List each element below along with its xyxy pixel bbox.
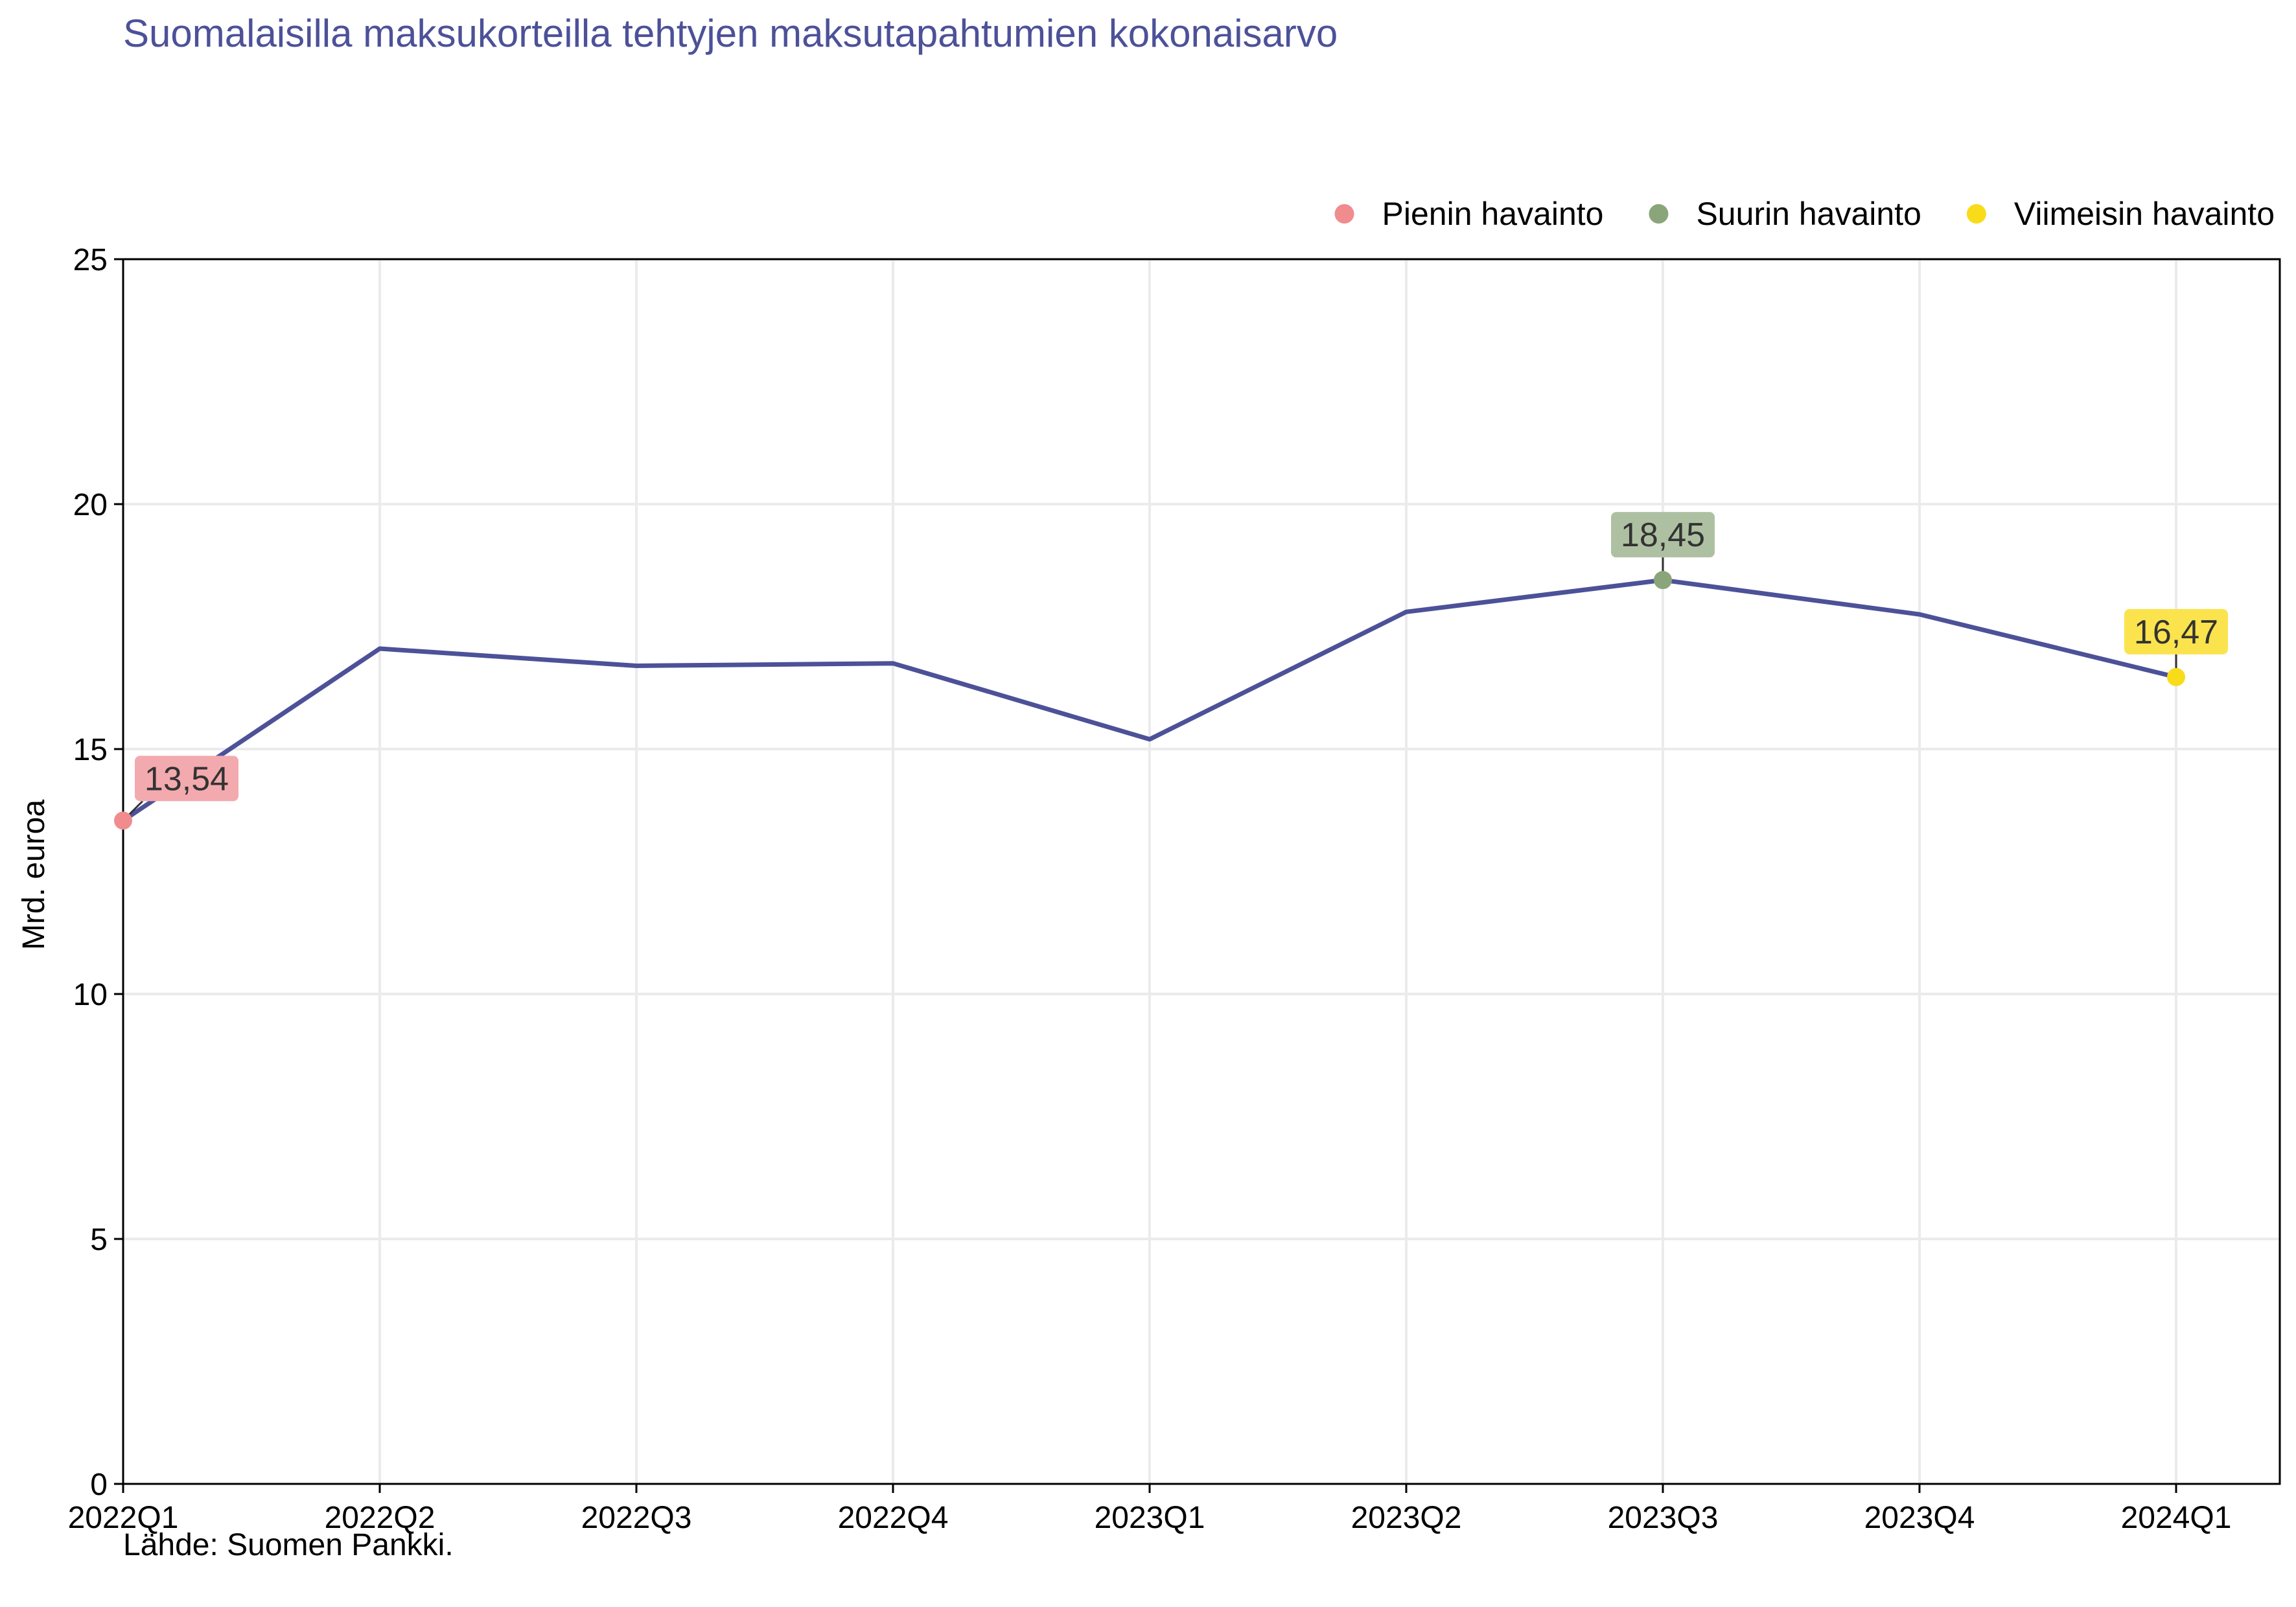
legend: Viimeisin havainto Suurin havainto Pienin …: [1334, 196, 2275, 232]
data-label: 18,45: [1621, 516, 1705, 554]
x-tick-label: 2022Q3: [581, 1501, 692, 1535]
gridlines: [123, 258, 2280, 1484]
axes: [122, 258, 2281, 1485]
y-axis-title: Mrd. euroa: [17, 800, 51, 950]
highlight-0: 13,54: [114, 756, 238, 830]
data-point: [114, 811, 132, 830]
y-tick-label: 0: [90, 1468, 108, 1502]
legend-swatch: [1334, 204, 1354, 224]
y-tick-label: 25: [73, 243, 108, 277]
series-line: [122, 577, 2177, 823]
legend-label: Pienin havainto: [1382, 196, 1604, 232]
data-label-box: [2124, 608, 2228, 654]
data-label: 13,54: [145, 760, 229, 798]
x-tick-label: 2022Q2: [325, 1501, 435, 1535]
x-tick-label: 2024Q1: [2121, 1501, 2232, 1535]
y-tick-label: 5: [90, 1223, 108, 1257]
x-axis-ticks: 2022Q1 2022Q2 2022Q3 2022Q4 2023Q1 2023Q2 2023…: [68, 1484, 2232, 1535]
chart-title: Suomalaisilla maksukorteilla tehtyjen ma…: [123, 12, 1338, 55]
y-tick-label: 20: [73, 488, 108, 522]
x-tick-label: 2023Q4: [1864, 1501, 1975, 1535]
x-tick-label: 2022Q1: [68, 1501, 179, 1535]
highlight-6: 18,45: [1611, 512, 1715, 590]
legend-label: Viimeisin havainto: [2014, 196, 2275, 232]
y-axis-ticks: 0 5 10 15 20 25: [73, 243, 123, 1502]
data-label-box: [135, 756, 238, 802]
x-tick-label: 2023Q1: [1095, 1501, 1205, 1535]
x-tick-label: 2023Q3: [1608, 1501, 1719, 1535]
y-tick-label: 10: [73, 978, 108, 1012]
data-point: [1654, 571, 1672, 590]
legend-label: Suurin havainto: [1696, 196, 1921, 232]
highlight-markers: 13,54 18,45 16,47: [114, 512, 2228, 830]
data-point: [2167, 667, 2185, 686]
data-label: 16,47: [2134, 614, 2218, 651]
x-tick-label: 2023Q2: [1351, 1501, 1462, 1535]
y-tick-label: 15: [73, 733, 108, 767]
highlight-8: 16,47: [2124, 608, 2228, 686]
data-label-box: [1611, 512, 1715, 558]
legend-swatch: [1966, 204, 1986, 224]
legend-swatch: [1649, 204, 1669, 224]
x-tick-label: 2022Q4: [838, 1501, 949, 1535]
source-note: Lähde: Suomen Pankki.: [123, 1528, 454, 1562]
plot-frame: [122, 258, 2281, 1485]
